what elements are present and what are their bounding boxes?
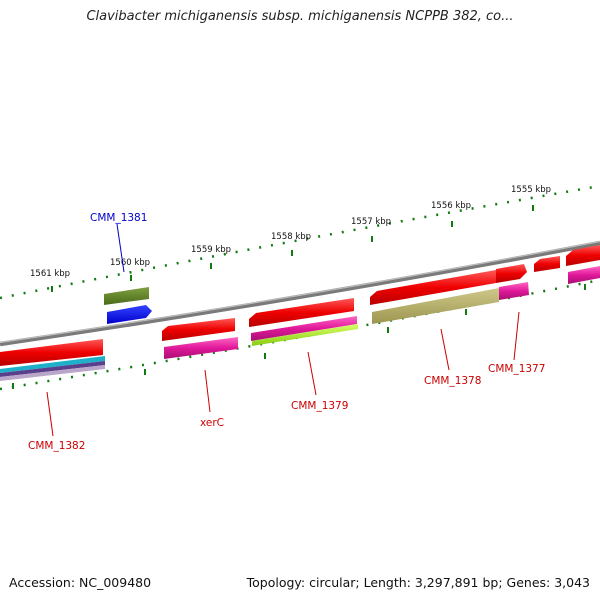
- leader-cmm1379: [307, 351, 317, 396]
- gene-cmm1379-cds[interactable]: [249, 298, 354, 327]
- gene-label-cmm1382[interactable]: CMM_1382: [28, 440, 85, 452]
- gene-xerc-cds[interactable]: [162, 318, 235, 341]
- gene-label-cmm1377[interactable]: CMM_1377: [488, 363, 545, 375]
- leader-cmm1377: [513, 311, 520, 361]
- gene-right-2[interactable]: [566, 245, 600, 266]
- leader-cmm1378: [440, 328, 450, 371]
- gene-cmm1377-cds[interactable]: [496, 264, 527, 283]
- gene-label-cmm1381[interactable]: CMM_1381: [90, 212, 147, 224]
- gene-label-cmm1379[interactable]: CMM_1379: [291, 400, 348, 412]
- scale-label: 1555 kbp: [511, 185, 551, 195]
- leader-cmm1382: [46, 391, 54, 437]
- gene-cmm1382-band-purple: [0, 361, 105, 377]
- scale-label: 1559 kbp: [191, 245, 231, 255]
- inner-major-ticks: [12, 284, 586, 389]
- genome-backbone: [0, 240, 600, 347]
- outer-scale-ring: [0, 184, 600, 300]
- accession-label: Accession: NC_009480: [9, 575, 152, 590]
- gene-cmm1379-lime: [252, 324, 358, 346]
- scale-label: 1561 kbp: [30, 269, 70, 279]
- inner-scale-ring: [0, 278, 600, 391]
- gene-cmm1379-misc[interactable]: [251, 316, 357, 341]
- map-title: Clavibacter michiganensis subsp. michiga…: [86, 9, 514, 24]
- gene-cmm1382-band-lilac: [0, 365, 105, 381]
- gene-cmm1381[interactable]: [107, 305, 152, 324]
- gene-xerc-misc[interactable]: [164, 337, 238, 359]
- scale-label: 1560 kbp: [110, 258, 150, 268]
- gene-cmm1378-cds[interactable]: [370, 270, 496, 305]
- gene-right-1[interactable]: [534, 256, 560, 272]
- gene-label-cmm1378[interactable]: CMM_1378: [424, 375, 481, 387]
- outer-major-ticks: [51, 205, 534, 292]
- scale-label: 1557 kbp: [351, 217, 391, 227]
- gene-cmm1377-misc[interactable]: [499, 282, 529, 300]
- genome-summary: Topology: circular; Length: 3,297,891 bp…: [246, 575, 590, 590]
- scale-label: 1556 kbp: [431, 201, 471, 211]
- gene-cmm1382-cds[interactable]: [0, 339, 103, 366]
- scale-label: 1558 kbp: [271, 232, 311, 242]
- gene-right-3[interactable]: [568, 266, 600, 284]
- gene-cmm1378-khaki[interactable]: [372, 288, 499, 324]
- gene-cmm1382-band-cyan: [0, 356, 105, 373]
- gene-label-xerc[interactable]: xerC: [200, 417, 224, 429]
- gene-cmm1381-forward[interactable]: [104, 287, 149, 305]
- leader-xerc: [204, 369, 211, 413]
- leader-cmm1381: [116, 223, 125, 273]
